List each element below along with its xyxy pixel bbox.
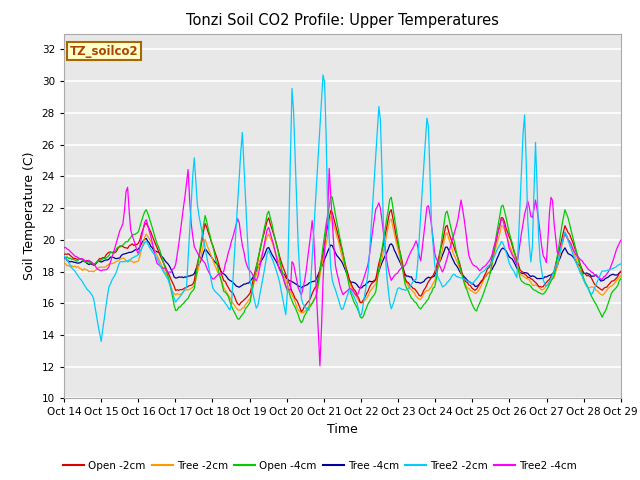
Y-axis label: Soil Temperature (C): Soil Temperature (C): [23, 152, 36, 280]
Text: TZ_soilco2: TZ_soilco2: [70, 45, 138, 58]
Title: Tonzi Soil CO2 Profile: Upper Temperatures: Tonzi Soil CO2 Profile: Upper Temperatur…: [186, 13, 499, 28]
Legend: Open -2cm, Tree -2cm, Open -4cm, Tree -4cm, Tree2 -2cm, Tree2 -4cm: Open -2cm, Tree -2cm, Open -4cm, Tree -4…: [59, 456, 581, 475]
X-axis label: Time: Time: [327, 423, 358, 436]
